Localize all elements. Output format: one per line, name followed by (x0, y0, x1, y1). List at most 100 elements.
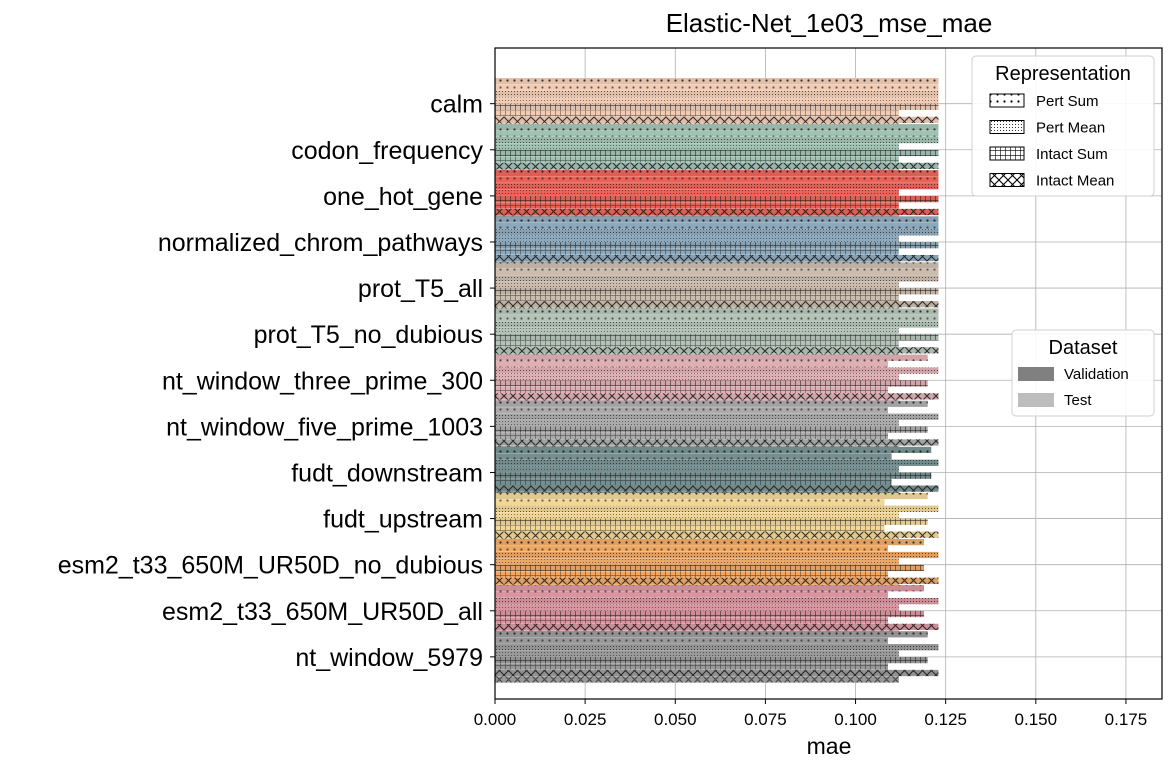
bar-dataset-tint (495, 393, 939, 400)
bar-hatch (495, 268, 939, 276)
bar-hatch (495, 321, 939, 328)
bar-hatch (495, 294, 899, 301)
bar-dataset-tint (495, 598, 939, 605)
bar-dataset-tint (495, 420, 899, 427)
bar-dataset-tint (495, 657, 928, 664)
bar-dataset-tint (495, 248, 899, 255)
bar-hatch (495, 420, 899, 427)
y-tick-label: prot_T5_no_dubious (254, 321, 483, 349)
bar-dataset-tint (495, 518, 928, 525)
legend-representation: Representation Pert Sum Pert Mean Intact Su… (971, 55, 1155, 197)
bar-dataset-tint (495, 189, 899, 196)
bar-dataset-tint (495, 170, 939, 177)
bar-dataset-tint (495, 485, 939, 492)
legend-swatch-hatch (990, 173, 1024, 187)
bar-hatch (495, 347, 939, 354)
bar-hatch (495, 235, 899, 242)
bar-hatch (495, 288, 939, 295)
legend-swatch-hatch (990, 94, 1024, 107)
bar-hatch (495, 84, 939, 91)
bar-hatch (495, 183, 939, 190)
bar-dataset-tint (495, 591, 888, 598)
bar-hatch (495, 558, 899, 565)
legend-swatch (1018, 393, 1054, 407)
bar-dataset-tint (495, 466, 899, 473)
x-tick-label: 0.150 (1015, 710, 1058, 729)
bar-dataset-tint (495, 644, 939, 651)
bar-dataset-tint (495, 124, 939, 131)
bar-hatch (495, 598, 939, 605)
y-tick-label: nt_window_5979 (295, 644, 483, 672)
bar-dataset-tint (495, 110, 899, 117)
bar-hatch (495, 669, 939, 677)
y-tick-labels: calm codon_frequency one_hot_gene normalize… (58, 91, 484, 672)
bar-hatch (495, 327, 899, 335)
bar-dataset-tint (495, 229, 939, 236)
bar-hatch (495, 499, 885, 506)
bar-dataset-tint (495, 196, 939, 203)
x-tick-labels: 0.000 0.025 0.050 0.075 0.100 0.125 0.150 0.175 (474, 710, 1147, 729)
bar-hatch (495, 585, 925, 592)
bar-hatch (495, 367, 939, 374)
x-tick-label: 0.025 (564, 710, 607, 729)
bar-dataset-tint (495, 288, 939, 295)
legend-entry: Pert Sum (1036, 93, 1099, 110)
bar-hatch (495, 248, 899, 255)
y-tick-label: fudt_downstream (291, 459, 483, 487)
bar-hatch (495, 453, 892, 460)
bar-hatch (495, 591, 888, 598)
y-tick-label: normalized_chrom_pathways (158, 229, 483, 257)
bar-hatch (495, 571, 888, 578)
x-tick-label: 0.075 (744, 710, 787, 729)
bar-hatch (495, 631, 928, 638)
bar-dataset-tint (495, 577, 939, 584)
legend-title: Representation (995, 63, 1131, 85)
bar-hatch (495, 577, 939, 584)
bar-hatch (495, 162, 939, 169)
bar-hatch (495, 281, 899, 288)
bar-dataset-tint (495, 663, 888, 670)
bar-dataset-tint (495, 327, 899, 335)
bar-dataset-tint (495, 512, 899, 519)
bar-hatch (495, 143, 899, 150)
bar-hatch (495, 439, 939, 446)
bar-dataset-tint (495, 149, 939, 157)
bar-dataset-tint (495, 321, 939, 328)
bar-dataset-tint (495, 97, 939, 104)
bar-dataset-tint (495, 650, 899, 657)
bar-hatch (495, 663, 888, 670)
bar-hatch (495, 208, 939, 216)
y-tick-label: one_hot_gene (323, 183, 483, 211)
bar-dataset-tint (495, 426, 928, 433)
bar-dataset-tint (495, 137, 939, 144)
axes-frame (494, 47, 1163, 700)
bar-dataset-tint (495, 255, 939, 262)
bar-hatch (495, 407, 888, 414)
bar-hatch (495, 492, 928, 500)
bar-dataset-tint (495, 176, 939, 183)
bar-dataset-tint (495, 262, 939, 269)
bar-dataset-tint (495, 361, 888, 368)
legend-title: Dataset (1049, 337, 1118, 359)
bar-hatch (495, 116, 939, 123)
bar-dataset-tint (495, 669, 939, 677)
y-tick-label: fudt_upstream (323, 506, 483, 534)
bar-hatch (495, 393, 939, 400)
bar-dataset-tint (495, 610, 925, 618)
bar-hatch (495, 78, 939, 85)
bar-hatch (495, 216, 939, 223)
bar-dataset-tint (495, 347, 939, 354)
y-tick-label: prot_T5_all (358, 275, 483, 303)
bar-hatch (495, 124, 939, 131)
bar-hatch (495, 466, 899, 473)
bar-dataset-tint (495, 545, 888, 552)
bar-dataset-tint (495, 216, 939, 223)
bar-dataset-tint (495, 492, 928, 500)
bar-dataset-tint (495, 617, 888, 624)
bar-dataset-tint (495, 162, 939, 169)
bar-dataset-tint (495, 103, 939, 110)
y-tick-label: calm (430, 91, 483, 119)
bar-hatch (495, 432, 888, 440)
legend-entry: Pert Mean (1036, 120, 1105, 137)
bar-dataset-tint (495, 525, 885, 532)
